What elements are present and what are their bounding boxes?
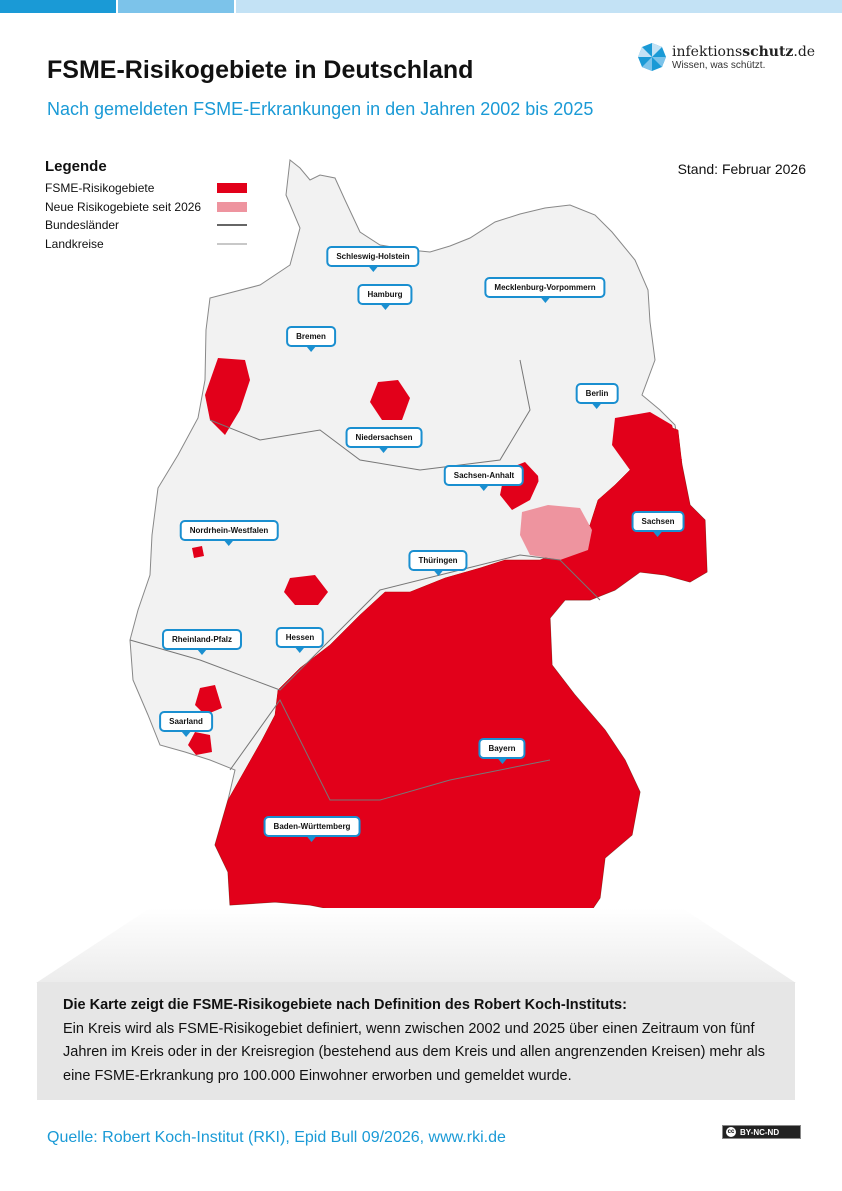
umbrella-logo-icon — [638, 43, 666, 71]
callout-hessen: Hessen — [275, 627, 325, 653]
callout-hamburg: Hamburg — [357, 284, 413, 310]
callout-bremen: Bremen — [286, 326, 336, 352]
source-text: Quelle: Robert Koch-Institut (RKI), Epid… — [47, 1129, 506, 1146]
risk-area-marburg — [284, 575, 328, 605]
risk-area-saarpfalz — [188, 732, 212, 755]
state-border — [229, 699, 551, 801]
germany-map — [129, 159, 708, 953]
legend-title: Legende — [45, 158, 107, 175]
state-border — [209, 359, 531, 471]
info-text: Ein Kreis wird als FSME-Risikogebiet def… — [63, 1020, 766, 1084]
legend-item-districts: Landkreise — [45, 235, 247, 254]
callout-sachsen-anhalt: Sachsen-Anhalt — [443, 465, 525, 491]
callout-niedersachsen: Niedersachsen — [345, 427, 423, 453]
risk-area-heidekreis — [370, 380, 410, 420]
date-stand: Stand: Februar 2026 — [677, 161, 806, 177]
legend: Legende FSME-Risikogebiete Neue Risikoge… — [45, 158, 247, 253]
callout-sachsen: Sachsen — [631, 511, 685, 537]
page-title: FSME-Risikogebiete in Deutschland — [47, 56, 474, 84]
top-color-bar — [0, 0, 842, 13]
cc-license-badge[interactable]: cc BY-NC-ND — [722, 1125, 801, 1139]
callout-rheinland-pfalz: Rheinland-Pfalz — [161, 629, 243, 655]
info-box: Die Karte zeigt die FSME-Risikogebiete n… — [37, 982, 795, 1100]
logo-name: infektionsschutz.de — [672, 43, 816, 60]
callout-thueringen: Thüringen — [408, 550, 468, 576]
state-border — [129, 554, 601, 691]
map-stage — [36, 908, 796, 983]
callout-berlin: Berlin — [575, 383, 619, 409]
callout-mecklenburg-vorpommern: Mecklenburg-Vorpommern — [484, 277, 606, 303]
cc-icon: cc — [726, 1127, 736, 1137]
risk-area-nrw-small — [192, 546, 204, 558]
logo[interactable]: infektionsschutz.de Wissen, was schützt. — [637, 42, 815, 72]
legend-item-new-risk: Neue Risikogebiete seit 2026 — [45, 198, 247, 217]
risk-area-emsland — [205, 358, 250, 435]
new-risk-area — [520, 505, 592, 560]
callout-baden-wuerttemberg: Baden-Württemberg — [263, 816, 361, 842]
page-subtitle: Nach gemeldeten FSME-Erkrankungen in den… — [47, 99, 594, 119]
risk-area-lausitz — [612, 412, 682, 475]
callout-bayern: Bayern — [478, 738, 526, 764]
info-heading: Die Karte zeigt die FSME-Risikogebiete n… — [63, 997, 627, 1013]
callout-schleswig-holstein: Schleswig-Holstein — [326, 246, 420, 272]
legend-item-risk: FSME-Risikogebiete — [45, 179, 247, 198]
legend-item-states: Bundesländer — [45, 216, 247, 235]
callout-nordrhein-westfalen: Nordrhein-Westfalen — [179, 520, 279, 546]
logo-tagline: Wissen, was schützt. — [672, 59, 766, 71]
risk-area-birkenfeld — [195, 685, 222, 715]
callout-saarland: Saarland — [159, 711, 213, 737]
non-risk-leipzig — [538, 470, 585, 502]
